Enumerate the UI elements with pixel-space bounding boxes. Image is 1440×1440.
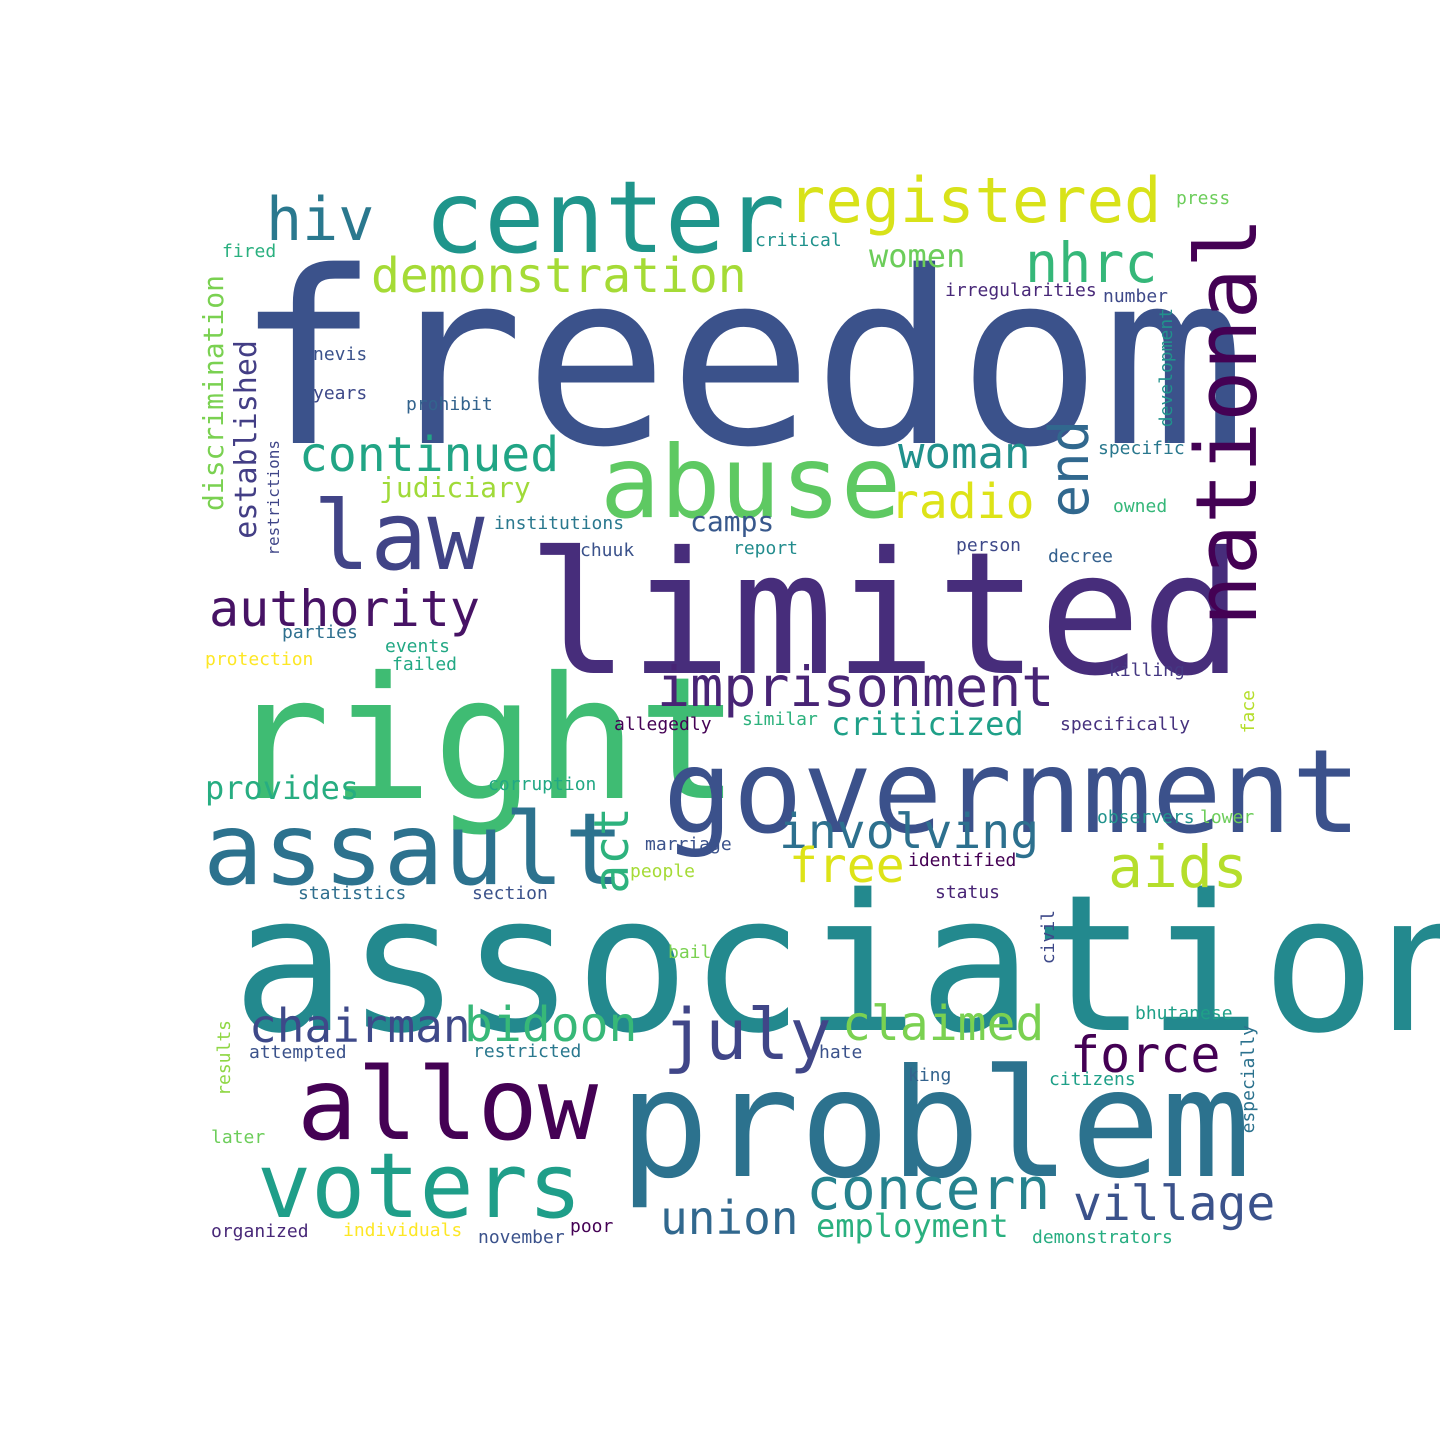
word-bidoon: bidoon (464, 997, 638, 1053)
word-women: women (869, 237, 966, 275)
word-failed: failed (392, 654, 458, 675)
word-owned: owned (1113, 496, 1168, 517)
word-specific: specific (1098, 438, 1185, 459)
word-critical: critical (755, 230, 842, 251)
word-assault: assault (203, 791, 625, 908)
word-nevis: nevis (313, 344, 368, 365)
word-limited: limited (527, 516, 1244, 714)
word-especially: especially (1238, 1025, 1259, 1134)
word-events: events (385, 636, 451, 657)
word-prohibit: prohibit (406, 394, 493, 415)
word-lower: lower (1200, 807, 1255, 828)
word-attempted: attempted (249, 1042, 347, 1063)
word-government: government (663, 725, 1362, 860)
word-face: face (1238, 690, 1259, 734)
word-results: results (214, 1020, 235, 1096)
word-restrictions: restrictions (264, 440, 283, 556)
word-woman: woman (898, 428, 1031, 479)
word-king: king (908, 1065, 952, 1086)
word-corruption: corruption (488, 774, 597, 795)
word-voters: voters (257, 1134, 583, 1239)
word-years: years (313, 383, 368, 404)
word-institutions: institutions (494, 513, 625, 534)
word-center: center (424, 159, 786, 276)
word-later: later (211, 1127, 266, 1148)
word-hate: hate (819, 1042, 863, 1063)
word-hiv: hiv (266, 185, 375, 255)
word-killing: killing (1109, 660, 1185, 681)
word-people: people (630, 861, 696, 882)
word-judiciary: judiciary (379, 471, 531, 504)
word-demonstrators: demonstrators (1032, 1227, 1173, 1248)
word-marriage: marriage (645, 834, 732, 855)
word-specifically: specifically (1060, 714, 1191, 735)
word-observers: observers (1097, 807, 1195, 828)
word-report: report (733, 538, 799, 559)
word-individuals: individuals (343, 1220, 463, 1241)
word-association: association (232, 854, 1440, 1075)
word-concern: concern (806, 1155, 1051, 1223)
word-demonstration: demonstration (371, 248, 747, 304)
word-discrimination: discrimination (197, 275, 230, 512)
word-bail: bail (668, 942, 712, 963)
word-organized: organized (211, 1221, 309, 1242)
word-camps: camps (690, 505, 775, 538)
word-registered: registered (788, 164, 1162, 237)
word-village: village (1073, 1176, 1276, 1232)
word-aids: aids (1108, 833, 1248, 901)
word-protection: protection (205, 649, 314, 670)
word-abuse: abuse (600, 424, 902, 541)
word-poor: poor (570, 1216, 614, 1237)
word-fired: fired (222, 241, 277, 262)
word-union: union (660, 1191, 799, 1245)
word-end: end (1038, 420, 1101, 518)
word-chuuk: chuuk (580, 540, 635, 561)
word-chairman: chairman (249, 999, 471, 1053)
word-bhutanese: bhutanese (1135, 1003, 1233, 1024)
word-law: law (313, 482, 485, 592)
word-national: national (1178, 217, 1277, 627)
word-force: force (1070, 1026, 1221, 1084)
word-july: july (663, 994, 832, 1076)
word-employment: employment (816, 1207, 1009, 1245)
word-statistics: statistics (298, 883, 407, 904)
word-act: act (584, 807, 640, 894)
word-involving: involving (779, 804, 1040, 860)
word-decree: decree (1048, 546, 1114, 567)
word-right: right (228, 641, 740, 839)
word-authority: authority (209, 580, 480, 638)
word-imprisonment: imprisonment (657, 655, 1055, 719)
word-development: development (1156, 308, 1177, 428)
word-allegedly: allegedly (614, 714, 712, 735)
word-problem: problem (619, 1038, 1252, 1212)
word-continued: continued (299, 427, 560, 483)
word-person: person (956, 535, 1022, 556)
word-freedom: freedom (235, 220, 1247, 500)
word-status: status (935, 882, 1001, 903)
word-november: november (478, 1227, 565, 1248)
word-number: number (1103, 286, 1169, 307)
word-criticized: criticized (831, 705, 1024, 743)
word-allow: allow (297, 1046, 599, 1163)
word-section: section (472, 883, 548, 904)
word-parties: parties (282, 622, 358, 643)
word-press: press (1176, 188, 1231, 209)
word-identified: identified (908, 850, 1017, 871)
word-free: free (789, 838, 905, 894)
word-similar: similar (742, 709, 818, 730)
word-claimed: claimed (842, 996, 1045, 1052)
word-provides: provides (205, 769, 360, 807)
word-radio: radio (890, 474, 1035, 530)
word-civil: civil (1038, 910, 1059, 965)
word-irregularities: irregularities (945, 280, 1097, 301)
word-restricted: restricted (473, 1041, 582, 1062)
word-nhrc: nhrc (1025, 231, 1158, 295)
word-established: established (229, 340, 264, 539)
word-citizens: citizens (1049, 1069, 1136, 1090)
